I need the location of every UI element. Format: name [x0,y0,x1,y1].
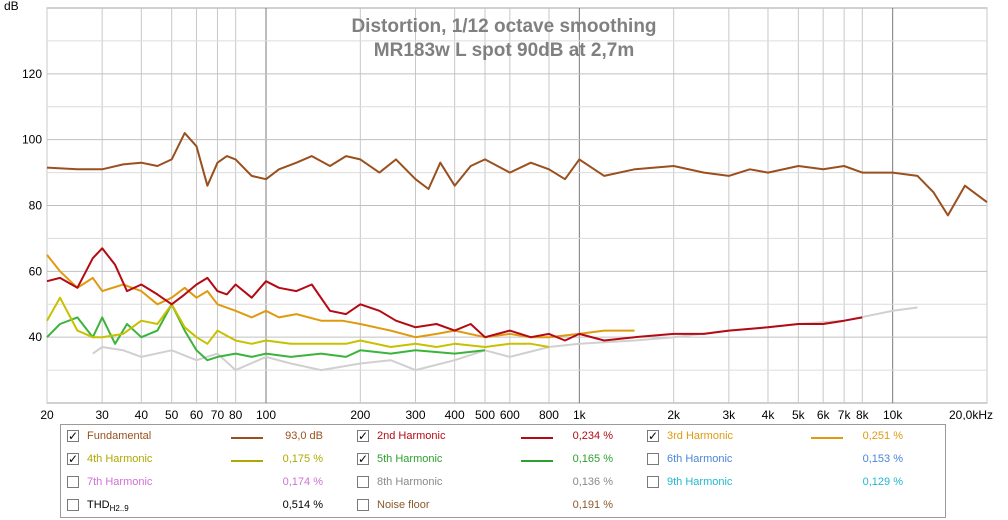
legend-label: 2nd Harmonic [377,430,446,442]
y-tick-label: 80 [29,199,43,213]
legend-checkbox-6th-harmonic[interactable] [647,453,659,465]
legend-label: 5th Harmonic [377,453,443,465]
legend-line-swatch [811,437,843,439]
legend-value: 0,129 % [862,476,903,488]
legend-item-2nd-harmonic[interactable]: ✓ 2nd Harmonic 0,234 % [357,427,627,447]
legend-item-7th-harmonic[interactable]: 7th Harmonic 0,174 % [67,473,337,493]
legend-value: 0,136 % [572,476,613,488]
x-tick-label: 60 [190,408,204,420]
legend-checkbox-thd[interactable] [67,499,79,511]
legend-value: 0,514 % [282,499,323,511]
legend-value: 0,174 % [282,476,323,488]
legend-checkbox-9th-harmonic[interactable] [647,476,659,488]
legend-checkbox-2nd-harmonic[interactable]: ✓ [357,429,369,443]
legend-label: 6th Harmonic [667,453,733,465]
y-tick-label: 120 [22,67,42,81]
legend-item-6th-harmonic[interactable]: 6th Harmonic 0,153 % [647,450,917,470]
legend-checkbox-noise-floor[interactable] [357,499,369,511]
series-line-3rd-harmonic [46,254,635,339]
legend-item-8th-harmonic[interactable]: 8th Harmonic 0,136 % [357,473,627,493]
x-tick-label: 70 [211,408,225,420]
legend-checkbox-3rd-harmonic[interactable]: ✓ [647,429,659,443]
x-tick-label: 3k [722,408,736,420]
legend-item-4th-harmonic[interactable]: ✓ 4th Harmonic 0,175 % [67,450,337,470]
y-tick-label: 60 [29,264,43,278]
x-tick-label: 40 [135,408,149,420]
legend-value: 0,191 % [572,499,613,511]
legend-label: 3rd Harmonic [667,430,734,442]
legend-checkbox-5th-harmonic[interactable]: ✓ [357,452,369,466]
x-tick-label: 2k [667,408,681,420]
legend-item-3rd-harmonic[interactable]: ✓ 3rd Harmonic 0,251 % [647,427,917,447]
legend-line-swatch [521,460,553,462]
legend-label: THDH2..9 [87,499,129,513]
legend-label: 4th Harmonic [87,453,153,465]
legend-checkbox-7th-harmonic[interactable] [67,476,79,488]
legend-item-noise-floor[interactable]: Noise floor 0,191 % [357,496,627,516]
chart-subtitle: MR183w L spot 90dB at 2,7m [374,40,634,61]
legend-checkbox-4th-harmonic[interactable]: ✓ [67,452,79,466]
y-tick-label: 100 [22,133,42,147]
axis-ticks: 20 30 40 50 60 70 80 100 200 300 400 500 600 800 1k 2k 3… [22,67,993,420]
x-tick-label: 50 [165,408,179,420]
x-tick-label: 7k [838,408,852,420]
legend-label: Fundamental [87,430,152,442]
x-tick-label: 80 [229,408,243,420]
x-tick-label: 20,0kHz [949,408,993,420]
series-line-fundamental [46,132,988,217]
legend-line-swatch [231,460,263,462]
legend-item-fundamental[interactable]: ✓ Fundamental 93,0 dB [67,427,337,447]
chart-title: Distortion, 1/12 octave smoothing [351,16,656,37]
series-line-5th-harmonic [46,303,486,362]
x-tick-label: 10k [883,408,903,420]
x-tick-label: 1k [573,408,587,420]
legend-value: 93,0 dB [285,430,323,442]
legend-label: 8th Harmonic [377,476,443,488]
legend-item-5th-harmonic[interactable]: ✓ 5th Harmonic 0,165 % [357,450,627,470]
series-line-2nd-harmonic [46,247,863,342]
x-tick-label: 500 [475,408,495,420]
legend-value: 0,175 % [282,453,323,465]
legend-value: 0,165 % [572,453,613,465]
series-group [46,132,988,372]
x-tick-label: 20 [40,408,54,420]
legend-line-swatch [231,437,263,439]
x-tick-label: 30 [95,408,109,420]
legend-panel: ✓ Fundamental 93,0 dB ✓ 2nd Harmonic 0,234 % ✓… [60,424,946,518]
x-tick-label: 5k [792,408,806,420]
legend-item-9th-harmonic[interactable]: 9th Harmonic 0,129 % [647,473,917,493]
legend-item-thd[interactable]: THDH2..9 0,514 % [67,496,337,516]
series-line-4th-harmonic [46,296,550,348]
legend-label: 9th Harmonic [667,476,733,488]
x-tick-label: 800 [539,408,559,420]
x-tick-label: 6k [817,408,831,420]
legend-checkbox-fundamental[interactable]: ✓ [67,429,79,443]
x-tick-label: 100 [256,408,276,420]
x-tick-label: 4k [762,408,776,420]
legend-value: 0,234 % [572,430,613,442]
legend-label: 7th Harmonic [87,476,153,488]
x-tick-label: 8k [856,408,870,420]
legend-line-swatch [521,437,553,439]
distortion-chart: 20 30 40 50 60 70 80 100 200 300 400 500 600 800 1k 2k 3… [4,0,993,420]
legend-label: Noise floor [377,499,430,511]
legend-value: 0,153 % [862,453,903,465]
x-tick-label: 300 [405,408,425,420]
legend-value: 0,251 % [862,430,903,442]
legend-checkbox-8th-harmonic[interactable] [357,476,369,488]
y-axis-label: dB [4,0,19,13]
x-tick-label: 400 [445,408,465,420]
y-tick-label: 40 [29,330,43,344]
x-tick-label: 600 [500,408,520,420]
x-tick-label: 200 [350,408,370,420]
